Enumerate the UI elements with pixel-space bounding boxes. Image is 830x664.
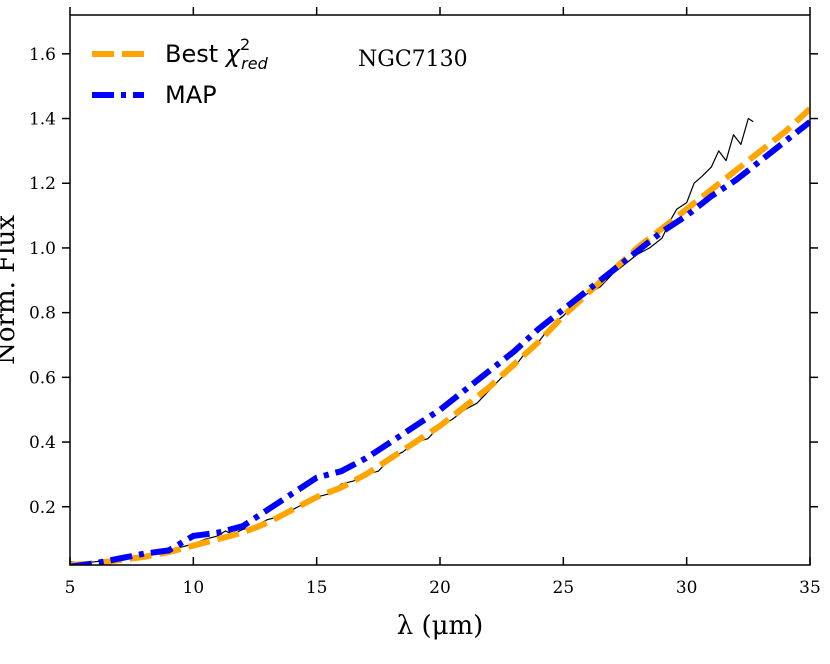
series-layer bbox=[70, 106, 810, 565]
legend: Best χ2 red MAP bbox=[92, 35, 269, 109]
x-tick-label: 10 bbox=[183, 578, 205, 598]
legend-label-best: Best χ2 red bbox=[165, 35, 269, 73]
series-line-observed bbox=[70, 117, 754, 565]
x-tick-label: 30 bbox=[676, 578, 698, 598]
y-tick-label: 1.0 bbox=[29, 239, 56, 259]
plot-frame bbox=[69, 14, 811, 566]
ticks-layer: 5 10 15 20 25 30 35 0.2 0.4 0.6 0.8 1.0 1.2 1.4 1.6 bbox=[29, 7, 821, 598]
series-line-best-chi2 bbox=[70, 106, 810, 565]
y-tick-label: 0.8 bbox=[29, 304, 56, 324]
y-tick-label: 0.2 bbox=[29, 498, 56, 518]
legend-label-best-main: Best bbox=[165, 40, 226, 68]
y-axis-label: Norm. Flux bbox=[0, 215, 21, 365]
x-tick-label: 5 bbox=[65, 578, 76, 598]
x-tick-label: 25 bbox=[553, 578, 575, 598]
x-tick-label: 35 bbox=[799, 578, 821, 598]
y-tick-label: 1.4 bbox=[29, 110, 56, 130]
legend-label-best-sup: 2 bbox=[240, 35, 250, 54]
legend-label-best-chi: χ bbox=[224, 40, 241, 68]
y-tick-label: 0.6 bbox=[29, 368, 56, 388]
x-axis-label: λ (μm) bbox=[397, 611, 484, 641]
y-tick-label: 1.2 bbox=[29, 174, 56, 194]
x-tick-label: 20 bbox=[429, 578, 451, 598]
annotation-label: NGC7130 bbox=[358, 47, 468, 72]
y-tick-label: 0.4 bbox=[29, 433, 56, 453]
legend-label-best-sub: red bbox=[241, 54, 268, 73]
series-line-map bbox=[70, 119, 810, 565]
legend-label-map: MAP bbox=[165, 81, 217, 109]
x-tick-label: 15 bbox=[306, 578, 328, 598]
y-tick-label: 1.6 bbox=[29, 45, 56, 65]
